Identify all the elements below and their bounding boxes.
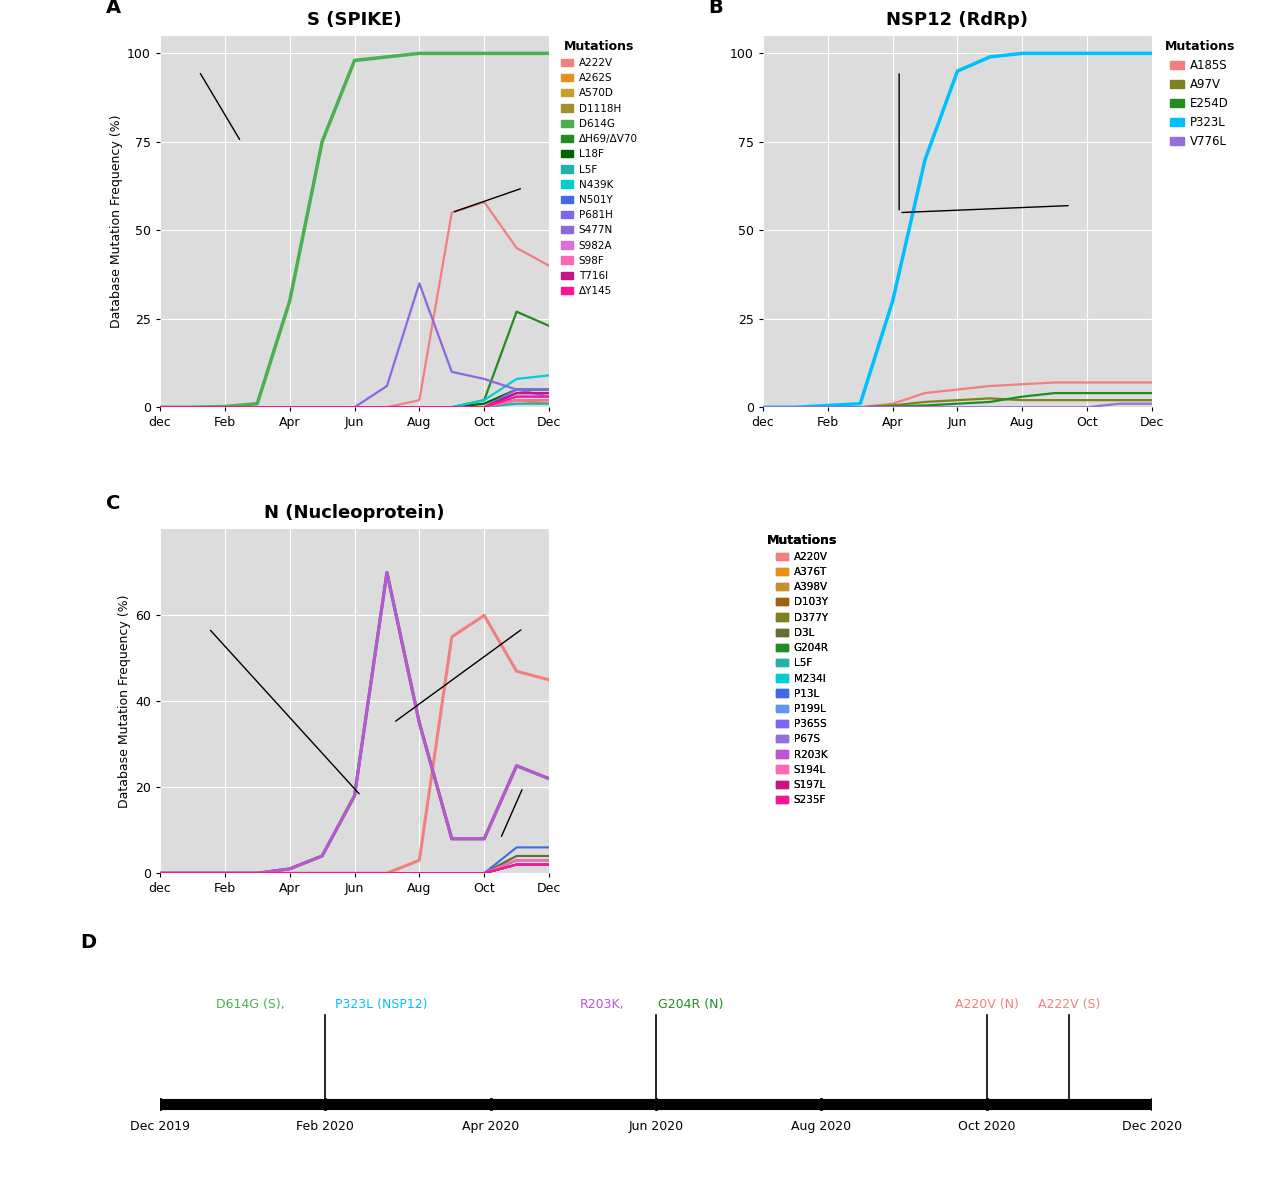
Text: P323L (NSP12): P323L (NSP12) bbox=[330, 999, 428, 1011]
Text: Jun 2020: Jun 2020 bbox=[628, 1120, 684, 1133]
Text: Oct 2020: Oct 2020 bbox=[957, 1120, 1015, 1133]
Text: D: D bbox=[81, 933, 97, 952]
Text: G204R (N): G204R (N) bbox=[654, 999, 723, 1011]
Legend: A220V, A376T, A398V, D103Y, D377Y, D3L, G204R, L5F, M234I, P13L, P199L, P365S, P: A220V, A376T, A398V, D103Y, D377Y, D3L, … bbox=[763, 529, 842, 810]
Text: Apr 2020: Apr 2020 bbox=[462, 1120, 520, 1133]
Text: A220V (N): A220V (N) bbox=[955, 999, 1019, 1011]
Text: A: A bbox=[105, 0, 120, 18]
Text: B: B bbox=[709, 0, 723, 18]
Title: S (SPIKE): S (SPIKE) bbox=[307, 11, 402, 29]
Text: Dec 2019: Dec 2019 bbox=[131, 1120, 189, 1133]
Text: C: C bbox=[105, 493, 120, 512]
Text: Dec 2020: Dec 2020 bbox=[1123, 1120, 1181, 1133]
Text: R203K,: R203K, bbox=[580, 999, 625, 1011]
Title: N (Nucleoprotein): N (Nucleoprotein) bbox=[264, 504, 444, 522]
Text: A222V (S): A222V (S) bbox=[1038, 999, 1101, 1011]
Legend: A222V, A262S, A570D, D1118H, D614G, ΔH69/ΔV70, L18F, L5F, N439K, N501Y, P681H, S: A222V, A262S, A570D, D1118H, D614G, ΔH69… bbox=[557, 36, 641, 301]
Y-axis label: Database Mutation Frequency (%): Database Mutation Frequency (%) bbox=[118, 594, 131, 809]
Y-axis label: Database Mutation Frequency (%): Database Mutation Frequency (%) bbox=[110, 114, 123, 328]
Text: Feb 2020: Feb 2020 bbox=[297, 1120, 355, 1133]
Title: NSP12 (RdRp): NSP12 (RdRp) bbox=[887, 11, 1029, 29]
Legend: A185S, A97V, E254D, P323L, V776L: A185S, A97V, E254D, P323L, V776L bbox=[1160, 36, 1239, 152]
Text: Aug 2020: Aug 2020 bbox=[791, 1120, 851, 1133]
Text: D614G (S),: D614G (S), bbox=[216, 999, 284, 1011]
